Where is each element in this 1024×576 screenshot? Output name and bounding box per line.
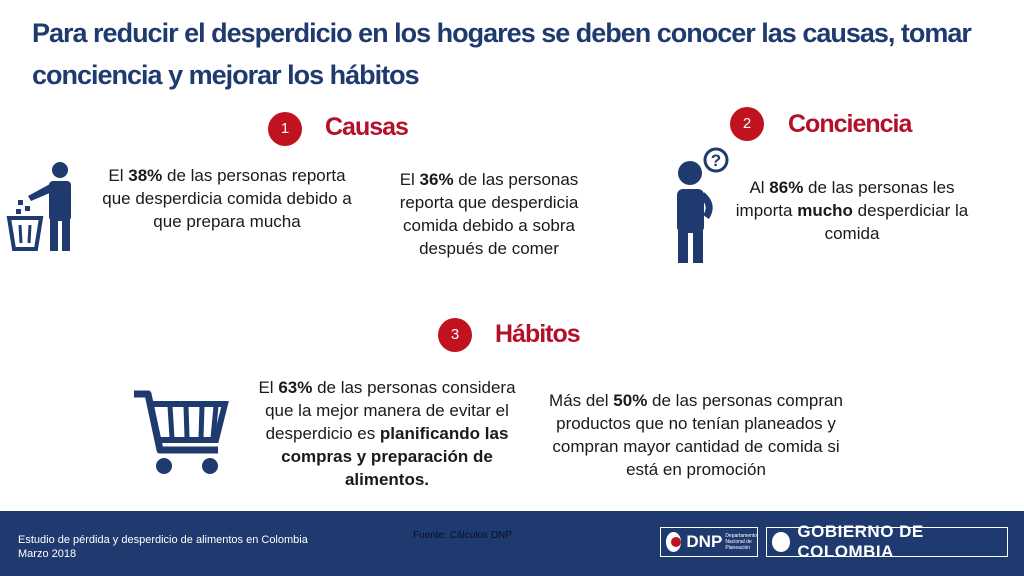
section-title-conciencia: Conciencia xyxy=(788,110,912,138)
dnp-label: DNP xyxy=(686,532,723,551)
section-title-causas: Causas xyxy=(325,113,409,141)
source-note: Fuente: Cálculos DNP xyxy=(413,530,512,541)
colombia-seal-icon xyxy=(772,532,791,552)
footer-study-text: Estudio de pérdida y desperdicio de alim… xyxy=(18,533,308,561)
footer-date: Marzo 2018 xyxy=(18,548,77,560)
dnp-subtitle: Departamento Nacional de Planeación xyxy=(725,533,757,551)
section-title-habitos: Hábitos xyxy=(495,320,581,348)
dnp-seal-icon xyxy=(666,532,682,552)
page-title: Para reducir el desperdicio en los hogar… xyxy=(32,18,972,90)
habitos-stat-1: El 63% de las personas considera que la … xyxy=(258,378,516,489)
dnp-logo: DNP Departamento Nacional de Planeación xyxy=(660,527,758,557)
svg-text:?: ? xyxy=(711,151,721,170)
gobierno-logo: GOBIERNO DE COLOMBIA xyxy=(766,522,1008,561)
causas-stat-1: El 38% de las personas reporta que despe… xyxy=(102,166,352,231)
habitos-stat-2: Más del 50% de las personas compran prod… xyxy=(549,391,843,479)
thinking-person-icon: ? xyxy=(677,147,729,263)
shopping-cart-icon xyxy=(134,390,229,474)
footer-study-title: Estudio de pérdida y desperdicio de alim… xyxy=(18,534,308,546)
section-number-badge: 2 xyxy=(730,107,764,141)
gobierno-label: GOBIERNO DE COLOMBIA xyxy=(797,522,924,561)
person-trash-icon xyxy=(6,162,71,251)
causas-stat-2: El 36% de las personas reporta que despe… xyxy=(399,170,579,258)
conciencia-stat: Al 86% de las personas les importa mucho… xyxy=(735,178,969,243)
footer-bar: Estudio de pérdida y desperdicio de alim… xyxy=(0,511,1024,576)
section-number-badge: 1 xyxy=(268,112,302,146)
section-number-badge: 3 xyxy=(438,318,472,352)
